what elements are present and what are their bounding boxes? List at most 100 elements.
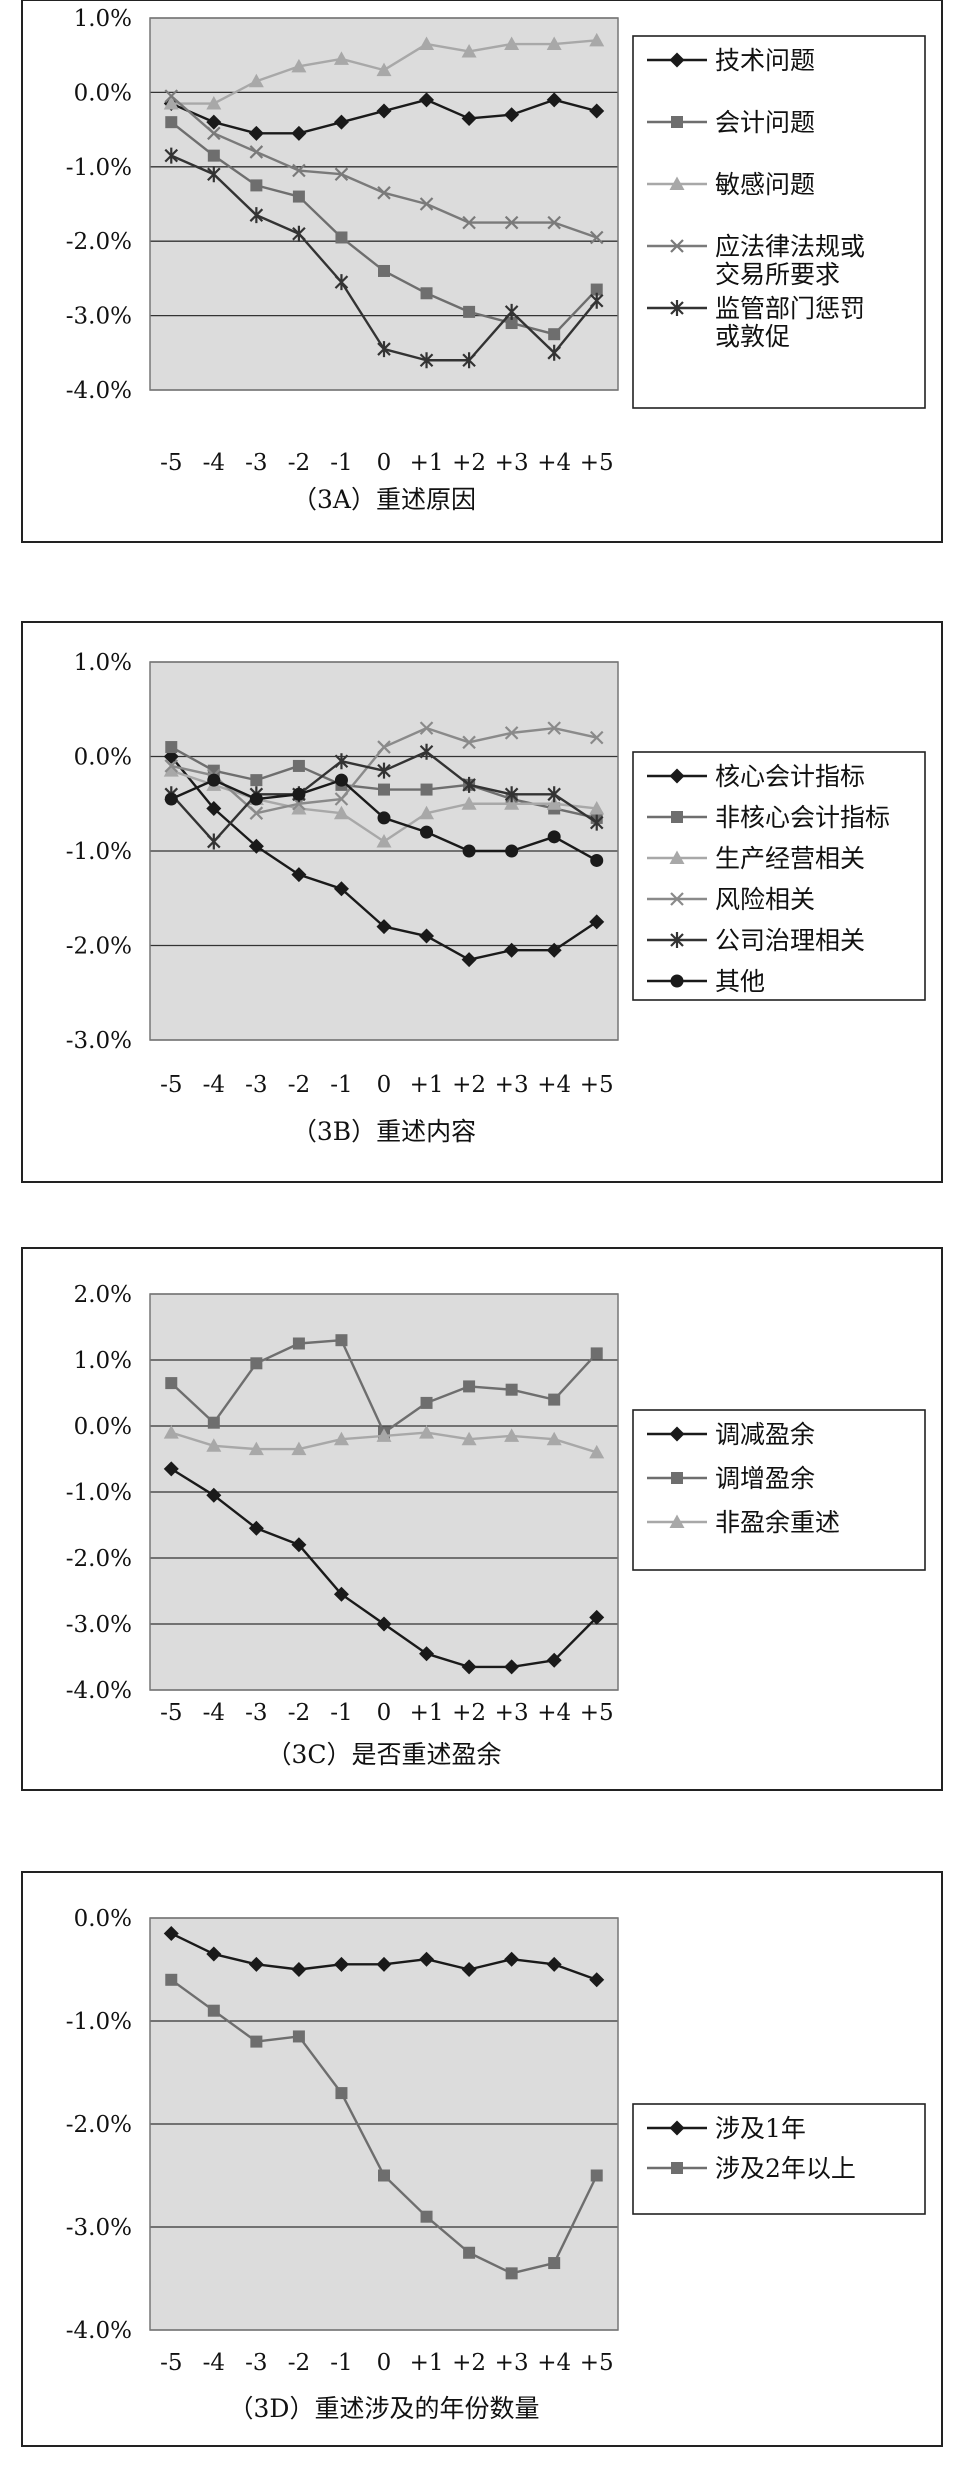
data-point: [546, 1431, 562, 1446]
x-tick-label: -1: [330, 2350, 352, 2376]
plot-border: [149, 1917, 619, 2331]
data-point: [163, 1461, 179, 1477]
data-point: [420, 287, 433, 300]
legend-label: 调增盈余: [715, 1464, 815, 1493]
legend-swatch-marker: [669, 768, 685, 784]
data-point: [463, 305, 476, 318]
data-point: [504, 215, 519, 230]
x-tick-label: -4: [203, 450, 225, 476]
chart-caption: （3B）重述内容: [292, 1117, 476, 1146]
data-point: [207, 1416, 220, 1429]
data-point: [333, 51, 349, 65]
x-tick-label: +1: [410, 1072, 444, 1098]
series-2: [165, 1973, 603, 2280]
data-point: [589, 230, 604, 245]
data-point: [420, 2210, 433, 2223]
y-tick-label: -4.0%: [66, 2318, 132, 2344]
data-point: [419, 92, 435, 108]
legend-swatch-marker: [670, 932, 684, 948]
data-point: [504, 36, 520, 51]
data-point: [163, 763, 179, 777]
y-tick-label: -1.0%: [66, 1480, 132, 1506]
data-point: [377, 341, 391, 358]
data-point: [250, 1357, 263, 1370]
data-point: [249, 806, 264, 820]
data-point: [165, 116, 178, 129]
chart-caption: （3A）重述原因: [292, 485, 476, 514]
data-point: [377, 740, 391, 754]
y-tick-label: 2.0%: [74, 1282, 132, 1308]
y-tick-label: -3.0%: [66, 304, 132, 330]
data-point: [164, 89, 179, 103]
data-point: [546, 796, 562, 810]
data-point: [165, 1377, 178, 1390]
x-tick-label: -3: [245, 1700, 267, 1726]
data-point: [207, 166, 221, 183]
series-3: [163, 1425, 605, 1459]
data-point: [462, 735, 476, 750]
legend-swatch-marker: [669, 2120, 685, 2136]
data-point: [419, 36, 435, 51]
data-point: [292, 225, 306, 242]
x-tick-label: -2: [288, 1072, 310, 1098]
x-tick-label: -3: [245, 2350, 267, 2376]
x-tick-label: 0: [377, 450, 392, 476]
data-point: [419, 928, 435, 944]
x-tick-label: -5: [160, 450, 182, 476]
data-point: [505, 1383, 518, 1396]
data-point: [291, 867, 307, 883]
data-point: [419, 743, 434, 760]
legend-swatch-marker: [670, 300, 684, 316]
x-tick-label: -5: [160, 1072, 182, 1098]
series-1: [163, 1461, 605, 1675]
y-tick-label: -1.0%: [66, 2009, 132, 2035]
series-3: [163, 763, 605, 848]
x-tick-label: +2: [452, 1072, 486, 1098]
data-point: [420, 825, 434, 839]
data-point: [419, 1646, 435, 1662]
data-point: [419, 805, 435, 820]
data-point: [461, 110, 477, 126]
series-1: [163, 1925, 605, 1988]
chart-panel-3a: 1.0% 0.0% -1.0% -2.0% -3.0% -4.0% -5 -4 -3 -2 -1 0 +…: [21, 0, 943, 543]
data-point: [589, 1972, 605, 1988]
data-point: [548, 2257, 561, 2270]
y-tick-label: -1.0%: [66, 839, 132, 865]
data-point: [376, 1616, 392, 1632]
data-point: [333, 881, 349, 897]
x-tick-label: 0: [377, 1072, 392, 1098]
data-point: [335, 231, 348, 244]
y-tick-label: 1.0%: [74, 650, 132, 676]
y-tick-label: -3.0%: [66, 1612, 132, 1638]
data-point: [376, 1956, 392, 1972]
data-point: [206, 800, 222, 816]
legend-box: [632, 2103, 926, 2215]
x-tick-label: +5: [580, 1072, 614, 1098]
series-3: [163, 32, 605, 110]
y-tick-label: 1.0%: [74, 6, 132, 32]
chart-caption: （3D）重述涉及的年份数量: [229, 2394, 540, 2423]
legend-label: 应法律法规或交易所要求: [715, 232, 865, 289]
data-point: [419, 197, 434, 211]
x-tick-label: +1: [410, 1700, 444, 1726]
data-point: [547, 215, 561, 230]
data-point: [462, 215, 476, 230]
x-tick-label: 0: [377, 1700, 392, 1726]
data-point: [292, 759, 305, 772]
x-tick-label: -1: [330, 1072, 352, 1098]
data-point: [461, 796, 477, 810]
x-tick-label: -2: [288, 450, 310, 476]
x-tick-label: +1: [410, 450, 444, 476]
legend-swatch-marker: [671, 2162, 683, 2174]
data-point: [419, 352, 434, 369]
y-tick-label: 1.0%: [74, 1348, 132, 1374]
chart-panel-3b: 1.0% 0.0% -1.0% -2.0% -3.0% -5 -4 -3 -2 -1 0 +1 +2 +3…: [21, 621, 943, 1183]
legend-label: 公司治理相关: [715, 926, 865, 955]
data-point: [504, 107, 520, 123]
data-point: [292, 163, 306, 178]
legend-label: 涉及1年: [715, 2114, 806, 2143]
legend-swatch-marker: [669, 52, 685, 68]
x-tick-label: -5: [160, 2350, 182, 2376]
